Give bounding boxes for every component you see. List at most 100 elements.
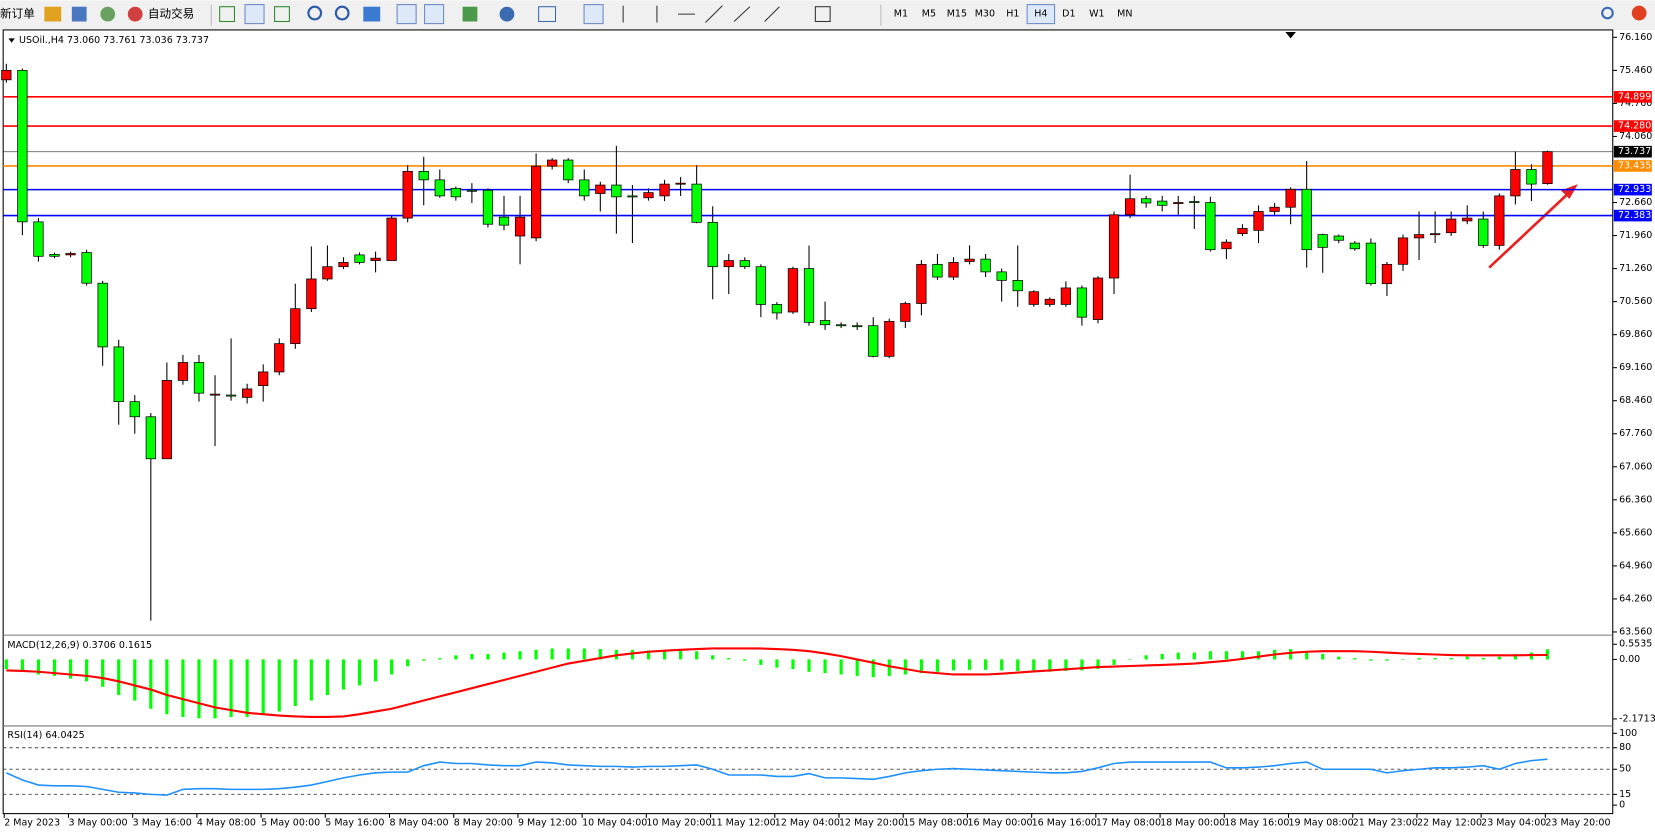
- macd-bar: [422, 659, 426, 661]
- macd-tick-label: -2.1713: [1619, 713, 1655, 724]
- macd-bar: [1240, 651, 1245, 660]
- icon[interactable]: [274, 6, 290, 23]
- candle-body: [723, 260, 734, 268]
- candle-body: [242, 388, 253, 398]
- macd-bar: [855, 659, 859, 676]
- icon[interactable]: [71, 6, 87, 22]
- zoom-in[interactable]: [307, 5, 323, 21]
- macd-bar: [438, 658, 442, 660]
- new-order-button[interactable]: 新订单: [0, 7, 35, 21]
- icon[interactable]: [127, 6, 143, 22]
- candle-body: [1108, 214, 1120, 279]
- macd-bar: [1000, 659, 1004, 671]
- timeframe-button[interactable]: M30: [975, 9, 995, 20]
- x-tick-label: 17 May 08:00: [1096, 818, 1161, 829]
- candle-body: [1510, 169, 1521, 197]
- macd-bar: [85, 659, 89, 682]
- macd-label: MACD(12,26,9) 0.3706 0.1615: [7, 640, 152, 651]
- macd-bar: [518, 651, 522, 660]
- candle-body: [466, 189, 478, 192]
- timeframe-button[interactable]: H1: [1006, 9, 1019, 20]
- candle-body: [498, 216, 510, 226]
- candle-body: [643, 192, 654, 199]
- timeframe-button[interactable]: W1: [1089, 9, 1104, 20]
- y-tick-label: 71.260: [1619, 263, 1652, 274]
- macd-bar: [1545, 649, 1550, 660]
- icon[interactable]: [499, 6, 515, 22]
- macd-bar: [951, 659, 956, 671]
- macd-bar: [68, 659, 73, 679]
- price-label-bg: [1613, 209, 1652, 222]
- price-label-bg: [1613, 183, 1652, 196]
- price-label-bg: [1613, 91, 1652, 103]
- search[interactable]: [1601, 6, 1614, 20]
- macd-bar: [1353, 658, 1357, 660]
- notification[interactable]: [1631, 5, 1647, 21]
- label-tool[interactable]: [814, 6, 831, 23]
- trendline-tool[interactable]: [705, 5, 723, 23]
- candle-body: [932, 263, 943, 278]
- candle-body: [1269, 206, 1280, 212]
- channel-tool[interactable]: [733, 6, 751, 22]
- candle-body: [97, 282, 108, 348]
- candle-body: [33, 221, 44, 257]
- candle-body: [755, 266, 766, 305]
- icon[interactable]: [396, 4, 417, 25]
- timeframe-button[interactable]: M15: [947, 9, 967, 20]
- rsi-line: [6, 758, 1548, 796]
- fibo-tool[interactable]: [764, 6, 780, 22]
- icon[interactable]: [244, 4, 265, 25]
- candle-body: [225, 394, 237, 397]
- macd-bar: [133, 659, 137, 701]
- candle-body: [868, 325, 879, 357]
- candle-body: [900, 303, 911, 322]
- macd-bar: [1048, 659, 1052, 672]
- candle-body: [852, 325, 863, 328]
- candle-body: [563, 159, 574, 181]
- chart-menu-marker: [8, 38, 15, 43]
- icon[interactable]: [44, 6, 62, 22]
- candle-body: [1028, 291, 1039, 305]
- timeframe-button[interactable]: D1: [1062, 9, 1075, 20]
- candle-body: [49, 254, 60, 257]
- macd-bar: [935, 659, 940, 672]
- macd-bar: [309, 659, 313, 701]
- y-tick-label: 67.760: [1619, 428, 1652, 439]
- macd-bar: [887, 659, 891, 676]
- candle-body: [370, 257, 381, 261]
- zoom-out[interactable]: [334, 5, 350, 21]
- icon[interactable]: [219, 6, 235, 23]
- macd-bar: [101, 659, 105, 687]
- macd-bar: [791, 659, 795, 670]
- candle-body: [338, 262, 349, 268]
- timeframe-button[interactable]: M5: [922, 9, 936, 20]
- macd-bar: [1369, 659, 1373, 661]
- candle-body: [691, 183, 702, 223]
- macd-bar: [1385, 659, 1389, 661]
- candle-body: [145, 416, 156, 460]
- timeframe-button[interactable]: H4: [1034, 9, 1047, 20]
- icon[interactable]: [363, 6, 381, 22]
- icon[interactable]: [538, 6, 557, 23]
- auto-trading-button[interactable]: 自动交易: [148, 7, 194, 21]
- x-tick-label: 22 May 12:00: [1417, 818, 1482, 829]
- cursor-tool[interactable]: [583, 4, 604, 25]
- x-tick-label: 12 May 20:00: [839, 818, 904, 829]
- candle-body: [113, 346, 124, 403]
- macd-bar: [919, 659, 923, 674]
- macd-bar: [245, 659, 249, 717]
- rsi-tick-label: 0: [1619, 800, 1625, 811]
- candle-body: [611, 184, 622, 198]
- candle-body: [1478, 218, 1489, 246]
- icon[interactable]: [424, 4, 445, 25]
- rsi-label: RSI(14) 64.0425: [7, 730, 84, 741]
- candle-body: [916, 263, 927, 304]
- icon[interactable]: [462, 6, 478, 22]
- timeframe-button[interactable]: MN: [1117, 9, 1132, 20]
- icon[interactable]: [100, 6, 116, 22]
- candle-body: [1285, 188, 1296, 208]
- macd-bar: [229, 659, 233, 717]
- macd-tick-label: 0.00: [1619, 654, 1640, 665]
- timeframe-button[interactable]: M1: [894, 9, 908, 20]
- macd-bar: [52, 659, 57, 676]
